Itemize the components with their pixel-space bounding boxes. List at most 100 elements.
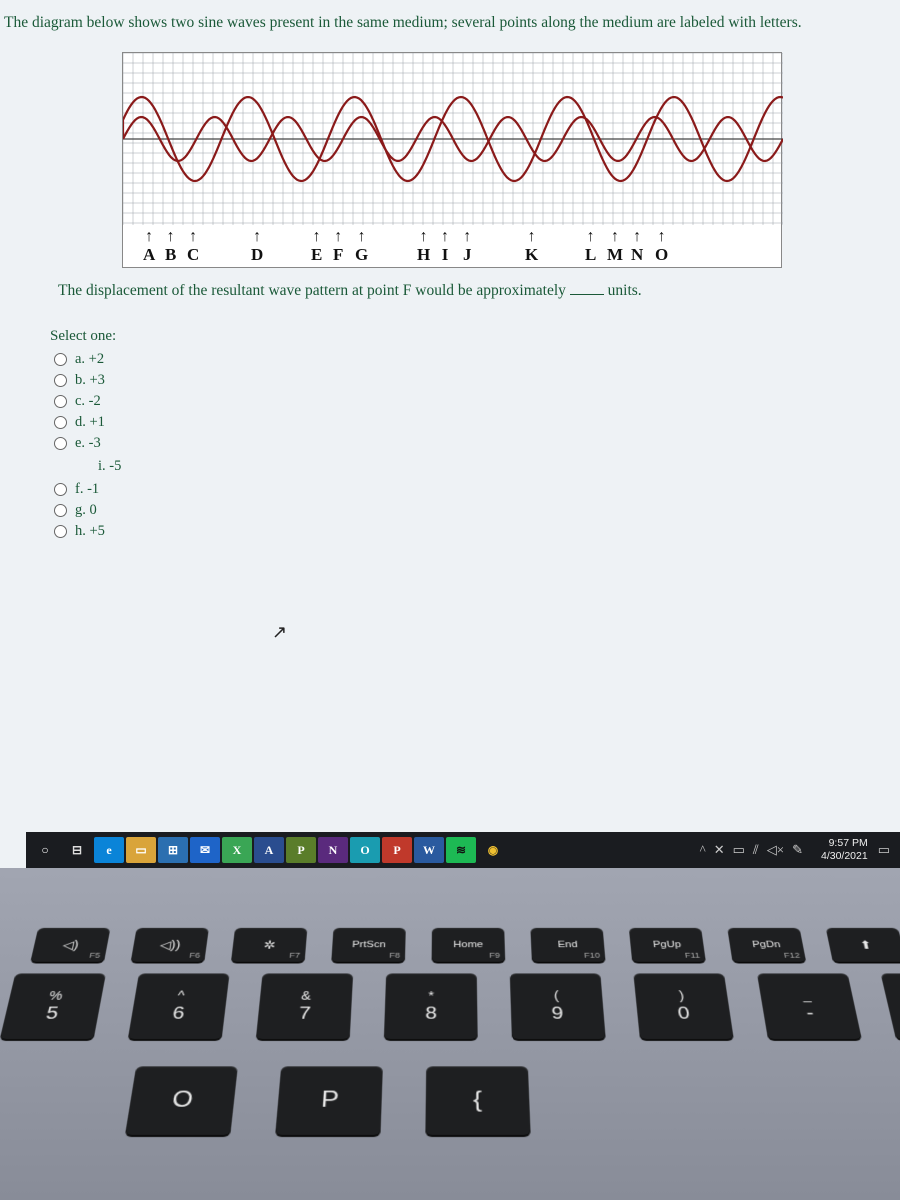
key-icon: ⬆: [826, 928, 900, 962]
taskbar-files[interactable]: ▭: [126, 837, 156, 863]
wave-label-l: ↑L: [585, 229, 596, 265]
tray-icon[interactable]: ⫽: [753, 842, 759, 857]
wave-label-c: ↑C: [187, 229, 199, 265]
tray-icon[interactable]: ✎: [792, 842, 803, 857]
taskbar-o-app[interactable]: O: [350, 837, 380, 863]
notifications-icon[interactable]: ▭: [878, 842, 890, 858]
option-d[interactable]: d. +1: [54, 414, 894, 431]
taskbar-task-view[interactable]: ⊟: [62, 837, 92, 863]
answer-options: Select one: a. +2 b. +3 c. -2 d. +1 e. -…: [50, 328, 894, 540]
taskbar-spotify[interactable]: ≋: [446, 837, 476, 863]
mouse-cursor-icon: ↖: [272, 622, 287, 643]
arrow-up-icon: ↑: [253, 229, 261, 245]
wave-label-o: ↑O: [655, 229, 668, 265]
taskbar-apps: ○⊟e▭⊞✉XAPNOPW≋◉: [30, 837, 508, 863]
radio-c[interactable]: [54, 395, 67, 408]
radio-e[interactable]: [54, 437, 67, 450]
taskbar-store[interactable]: ⊞: [158, 837, 188, 863]
radio-b[interactable]: [54, 374, 67, 387]
key-p: P: [275, 1066, 383, 1135]
wave-label-f: ↑F: [333, 229, 343, 265]
wave-label-g: ↑G: [355, 229, 368, 265]
key-6: ^6: [128, 973, 230, 1039]
wave-label-h: ↑H: [417, 229, 430, 265]
taskbar-chrome[interactable]: ◉: [478, 837, 508, 863]
taskbar-a-app[interactable]: A: [254, 837, 284, 863]
key-0: )0: [633, 973, 733, 1039]
taskbar-edge[interactable]: e: [94, 837, 124, 863]
option-e[interactable]: e. -3: [54, 435, 894, 452]
taskbar-clock[interactable]: 9:57 PM 4/30/2021: [821, 837, 868, 862]
option-h[interactable]: h. +5: [54, 523, 894, 540]
radio-g[interactable]: [54, 504, 67, 517]
taskbar-date: 4/30/2021: [821, 850, 868, 863]
keyboard-number-row: %5^6&7*8(9)0_-+=: [0, 973, 900, 1039]
taskbar-p-app[interactable]: P: [286, 837, 316, 863]
option-a[interactable]: a. +2: [54, 351, 894, 368]
key-9: (9: [510, 973, 606, 1039]
option-g-label: g. 0: [75, 502, 97, 519]
question-intro-text: The diagram below shows two sine waves p…: [2, 8, 894, 44]
wave-label-n: ↑N: [631, 229, 643, 265]
question-prompt: The displacement of the resultant wave p…: [58, 282, 894, 300]
radio-a[interactable]: [54, 353, 67, 366]
wave-label-e: ↑E: [311, 229, 322, 265]
option-a-label: a. +2: [75, 351, 104, 368]
option-h-label: h. +5: [75, 523, 105, 540]
label-letter: I: [442, 245, 449, 265]
label-letter: B: [165, 245, 176, 265]
option-e-label: e. -3: [75, 435, 101, 452]
select-one-label: Select one:: [50, 328, 894, 345]
key-f7: ✲F7: [231, 928, 307, 962]
label-letter: L: [585, 245, 596, 265]
key-f12: PgDnF12: [727, 928, 806, 962]
key-f11: PgUpF11: [629, 928, 706, 962]
taskbar-mail[interactable]: ✉: [190, 837, 220, 863]
key-7: &7: [256, 973, 353, 1039]
option-g[interactable]: g. 0: [54, 502, 894, 519]
option-e-sub: i. -5: [98, 456, 894, 477]
key-f8: PrtScnF8: [331, 928, 406, 962]
taskbar-w-app[interactable]: W: [414, 837, 444, 863]
radio-f[interactable]: [54, 483, 67, 496]
label-letter: K: [525, 245, 538, 265]
arrow-up-icon: ↑: [420, 229, 428, 245]
key-f6: ◁))F6: [131, 928, 209, 962]
label-letter: D: [251, 245, 263, 265]
label-letter: N: [631, 245, 643, 265]
prompt-suffix: units.: [608, 282, 642, 299]
tray-icon[interactable]: ^: [700, 842, 706, 857]
arrow-up-icon: ↑: [633, 229, 641, 245]
taskbar-start[interactable]: ○: [30, 837, 60, 863]
tray-icon[interactable]: ◁×: [767, 842, 784, 857]
option-b[interactable]: b. +3: [54, 372, 894, 389]
arrow-up-icon: ↑: [463, 229, 471, 245]
tray-icon[interactable]: ✕: [714, 842, 725, 857]
radio-h[interactable]: [54, 525, 67, 538]
key-f9: HomeF9: [432, 928, 506, 962]
key-8: *8: [384, 973, 478, 1039]
option-c[interactable]: c. -2: [54, 393, 894, 410]
label-letter: G: [355, 245, 368, 265]
key-f5: ◁)F5: [30, 928, 110, 962]
windows-taskbar[interactable]: ○⊟e▭⊞✉XAPNOPW≋◉ ^✕▭⫽◁×✎ 9:57 PM 4/30/202…: [26, 832, 900, 868]
wave-labels-row: ↑A↑B↑C↑D↑E↑F↑G↑H↑I↑J↑K↑L↑M↑N↑O: [123, 225, 781, 267]
wave-label-d: ↑D: [251, 229, 263, 265]
option-c-label: c. -2: [75, 393, 101, 410]
taskbar-tray: ^ ✕ ▭ ⫽ ◁× ✎ 9:57 PM 4/30/2021 ▭: [700, 837, 896, 862]
prompt-prefix: The displacement of the resultant wave p…: [58, 282, 566, 299]
arrow-up-icon: ↑: [528, 229, 536, 245]
taskbar-p2-app[interactable]: P: [382, 837, 412, 863]
option-f[interactable]: f. -1: [54, 481, 894, 498]
arrow-up-icon: ↑: [167, 229, 175, 245]
keyboard-fn-row: ◁)F5 ◁))F6 ✲F7 PrtScnF8 HomeF9 EndF10 PgUpF11 P…: [30, 928, 890, 962]
taskbar-n-app[interactable]: N: [318, 837, 348, 863]
key-f10: EndF10: [530, 928, 605, 962]
wave-label-k: ↑K: [525, 229, 538, 265]
radio-d[interactable]: [54, 416, 67, 429]
label-letter: A: [143, 245, 155, 265]
arrow-up-icon: ↑: [658, 229, 666, 245]
physical-keyboard: ◁)F5 ◁))F6 ✲F7 PrtScnF8 HomeF9 EndF10 PgUpF11 P…: [0, 920, 900, 1200]
tray-icon[interactable]: ▭: [733, 842, 745, 857]
taskbar-x-app[interactable]: X: [222, 837, 252, 863]
